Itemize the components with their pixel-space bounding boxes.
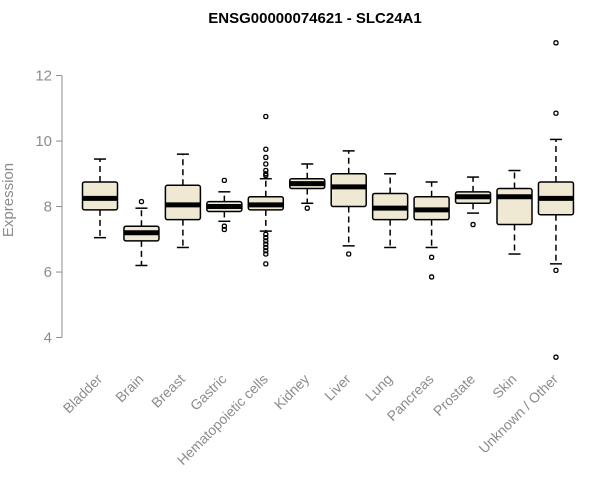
box-breast <box>164 153 202 249</box>
box-skin <box>496 169 533 255</box>
x-tick-label: Breast <box>148 371 188 411</box>
outlier-point <box>553 267 559 274</box>
y-axis-label: Expression <box>0 163 17 237</box>
outlier-point <box>263 248 269 254</box>
y-tick-label: 10 <box>35 133 52 150</box>
outlier-point <box>553 354 559 360</box>
outlier-point <box>263 241 269 247</box>
outlier-point <box>263 171 269 177</box>
box-kidney <box>289 163 326 211</box>
x-tick-label: Kidney <box>271 371 313 413</box>
box-prostate <box>454 176 492 228</box>
x-tick-label: Lung <box>362 371 395 404</box>
outlier-point <box>346 251 352 257</box>
x-tick-label: Unknown / Other <box>475 371 561 457</box>
y-axis: 4 6 8 10 12 <box>35 68 63 347</box>
box-liver <box>330 150 367 257</box>
box-bladder <box>81 158 119 239</box>
box-pancreas <box>413 181 450 280</box>
outlier-point <box>221 177 228 184</box>
outlier-point <box>263 231 269 238</box>
outlier-point <box>138 198 145 205</box>
outlier-point <box>470 221 476 228</box>
boxes-group <box>81 40 575 360</box>
y-tick-label: 12 <box>35 68 52 85</box>
x-tick-label: Skin <box>489 371 520 402</box>
box-gastric <box>206 177 243 233</box>
outlier-point <box>263 261 269 267</box>
outlier-point <box>263 154 269 161</box>
chart-title: ENSG00000074621 - SLC24A1 <box>208 10 421 27</box>
box-iqr <box>496 187 533 226</box>
x-tick-label: Brain <box>112 371 146 405</box>
outlier-point <box>263 146 269 152</box>
x-tick-label: Prostate <box>430 371 478 419</box>
box-iqr <box>330 173 367 208</box>
outlier-point <box>553 40 559 46</box>
x-tick-label: Bladder <box>60 371 106 417</box>
y-tick-label: 6 <box>44 264 52 281</box>
outlier-point <box>221 226 228 233</box>
y-tick-label: 4 <box>44 330 52 347</box>
outlier-point <box>553 110 559 116</box>
outlier-point <box>428 254 435 260</box>
outlier-point <box>263 244 269 251</box>
outlier-point <box>428 274 435 280</box>
box-unknown-other <box>537 40 575 360</box>
y-tick-label: 8 <box>44 199 52 216</box>
outlier-point <box>263 113 269 120</box>
outlier-point <box>263 167 269 174</box>
box-lung <box>371 173 409 249</box>
box-hematopoietic-cells <box>247 113 285 267</box>
outlier-point <box>221 223 228 229</box>
box-brain <box>123 198 160 267</box>
outlier-point <box>263 251 269 257</box>
outlier-point <box>263 235 269 241</box>
outlier-point <box>263 161 269 167</box>
x-tick-label: Liver <box>321 371 354 404</box>
outlier-point <box>304 205 310 211</box>
outlier-point <box>263 238 269 244</box>
